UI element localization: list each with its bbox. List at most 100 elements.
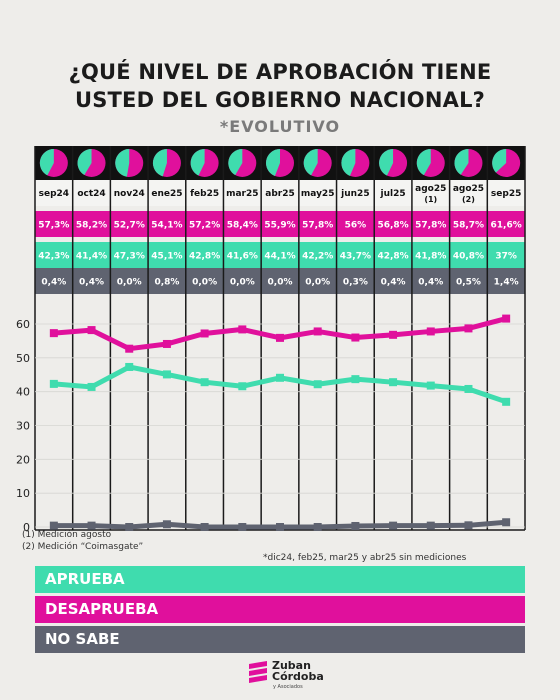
pie-abr25	[266, 149, 294, 177]
value-label-nosabe: 0,4%	[418, 278, 443, 288]
pie-slice-aprueba	[228, 149, 243, 176]
pie-mar25	[228, 149, 257, 177]
data-point-aprueba	[313, 380, 322, 389]
value-label-nosabe: 0,0%	[117, 278, 142, 288]
logo-line-3: y Asociados	[273, 684, 303, 690]
value-label-nosabe: 0,0%	[305, 278, 330, 288]
data-point-aprueba	[502, 397, 511, 406]
value-label-desaprueba: 57,2%	[189, 221, 220, 231]
data-point-desaprueba	[238, 325, 247, 334]
value-label-nosabe: 0,0%	[230, 278, 255, 288]
month-row-background	[35, 180, 525, 206]
value-label-aprueba: 41,6%	[227, 252, 258, 262]
data-point-no-sabe	[502, 518, 511, 527]
pie-slice-aprueba	[77, 149, 92, 176]
value-label-nosabe: 0,4%	[79, 278, 104, 288]
y-tick-label: 30	[16, 420, 30, 433]
month-label: mar25	[226, 189, 258, 199]
pie-nov24	[115, 149, 144, 177]
value-label-aprueba: 41,4%	[76, 252, 107, 262]
pie-feb25	[190, 149, 219, 177]
value-label-aprueba: 42,8%	[377, 252, 408, 262]
pie-slice-aprueba	[379, 149, 394, 176]
row-bg-desaprueba	[35, 211, 525, 237]
value-label-desaprueba: 57,3%	[38, 221, 69, 231]
month-label: feb25	[190, 189, 219, 199]
pie-slice-aprueba	[341, 149, 356, 176]
data-point-desaprueba	[200, 329, 209, 338]
data-point-no-sabe	[276, 523, 284, 531]
logo-line-1: Zuban	[272, 659, 311, 672]
value-label-aprueba: 47,3%	[114, 252, 145, 262]
data-point-no-sabe	[125, 523, 134, 531]
pie-jun25	[341, 149, 370, 177]
value-label-aprueba: 44,1%	[264, 252, 295, 262]
month-label: sep25	[491, 189, 521, 199]
y-tick-label: 0	[23, 521, 30, 534]
month-label: ago25	[415, 184, 446, 194]
y-tick-label: 10	[16, 487, 30, 500]
month-label: jul25	[380, 189, 406, 199]
value-label-desaprueba: 56%	[345, 221, 367, 231]
pie-slice-aprueba	[39, 149, 54, 176]
pie-slice-aprueba	[303, 149, 318, 176]
y-tick-label: 20	[16, 453, 30, 466]
month-label: nov24	[114, 189, 145, 199]
row-bg-aprueba	[35, 242, 525, 268]
data-point-no-sabe	[464, 521, 473, 530]
pie-sep24	[39, 149, 68, 177]
data-point-no-sabe	[162, 520, 171, 529]
pie-slice-aprueba	[492, 149, 507, 173]
data-point-desaprueba	[426, 327, 435, 336]
month-label: jun25	[340, 189, 369, 199]
value-label-nosabe: 0,0%	[268, 278, 293, 288]
month-label: abr25	[265, 189, 294, 199]
value-label-nosabe: 1,4%	[494, 278, 519, 288]
footnote-2: (2) Medición “Coimasgate”	[22, 542, 144, 552]
month-sublabel: (1)	[424, 195, 437, 204]
pie-ago25 (1)	[416, 149, 445, 177]
data-point-aprueba	[125, 362, 134, 371]
y-tick-label: 50	[16, 352, 30, 365]
title-line-2: USTED DEL GOBIERNO NACIONAL?	[74, 88, 486, 112]
data-point-desaprueba	[313, 327, 322, 336]
value-label-nosabe: 0,5%	[456, 278, 481, 288]
value-label-aprueba: 37%	[495, 252, 517, 262]
data-point-desaprueba	[87, 326, 96, 335]
value-label-aprueba: 43,7%	[340, 252, 371, 262]
pie-oct24	[77, 149, 106, 177]
data-point-aprueba	[389, 378, 398, 387]
value-label-desaprueba: 58,2%	[76, 221, 107, 231]
chart-subtitle: *EVOLUTIVO	[219, 117, 341, 136]
pie-ago25 (2)	[454, 149, 483, 177]
data-point-no-sabe	[238, 523, 247, 531]
data-point-no-sabe	[389, 521, 398, 530]
value-label-nosabe: 0,0%	[192, 278, 217, 288]
pie-slice-aprueba	[266, 149, 280, 177]
data-point-no-sabe	[313, 523, 322, 531]
pie-may25	[303, 149, 332, 177]
legend-desaprueba: DESAPRUEBA	[35, 596, 525, 623]
data-point-no-sabe	[49, 521, 58, 530]
row-bg-nosabe	[35, 268, 525, 294]
pie-sep25	[492, 149, 521, 177]
data-point-aprueba	[87, 382, 96, 391]
value-label-desaprueba: 57,8%	[302, 221, 333, 231]
month-label: sep24	[39, 189, 69, 199]
footnote-1: (1) Medición agosto	[22, 530, 112, 540]
pie-slice-aprueba	[416, 149, 431, 176]
value-label-nosabe: 0,4%	[381, 278, 406, 288]
pie-slice-aprueba	[115, 149, 130, 177]
pie-ene25	[152, 149, 181, 177]
month-label: may25	[301, 189, 335, 199]
data-point-aprueba	[464, 384, 473, 393]
pie-slice-aprueba	[190, 149, 205, 176]
data-point-desaprueba	[351, 333, 360, 342]
data-point-desaprueba	[49, 329, 58, 338]
data-point-aprueba	[351, 375, 360, 384]
value-label-aprueba: 42,2%	[302, 252, 333, 262]
value-label-aprueba: 45,1%	[151, 252, 182, 262]
footnote-3: *dic24, feb25, mar25 y abr25 sin medicio…	[263, 553, 467, 563]
value-label-nosabe: 0,8%	[154, 278, 179, 288]
